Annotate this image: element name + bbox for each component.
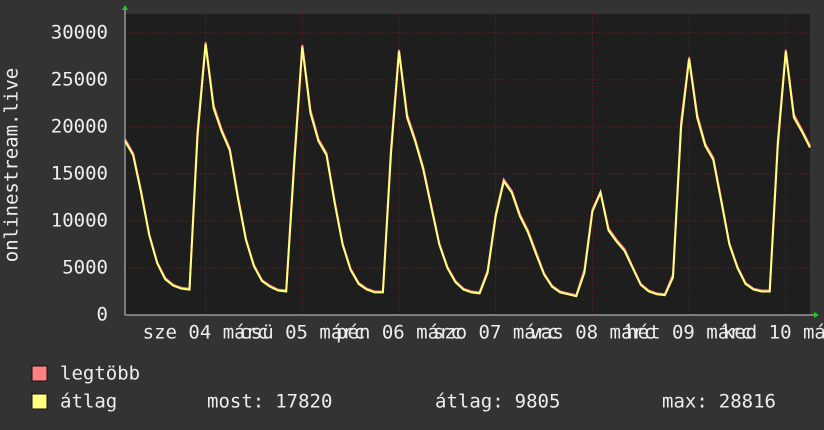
y-tick-label: 30000 bbox=[51, 21, 108, 43]
x-tick-label: vas 08 márc bbox=[529, 322, 655, 344]
x-tick-label: csü 05 márc bbox=[239, 322, 365, 344]
legend-label: átlag bbox=[60, 391, 117, 413]
legend-swatch bbox=[31, 393, 48, 410]
stat-value: 9805 bbox=[515, 391, 561, 413]
x-tick-label: sze 04 márc bbox=[143, 322, 269, 344]
x-tick-label: hét 09 márc bbox=[626, 322, 752, 344]
x-tick-label: ked 10 márc bbox=[723, 322, 824, 344]
stat-value: 17820 bbox=[275, 391, 332, 413]
stat-label: max: bbox=[662, 391, 708, 413]
series-line bbox=[124, 43, 811, 298]
legend-label: legtöbb bbox=[60, 363, 140, 385]
y-axis-label: onlinestream.live bbox=[1, 68, 23, 262]
axis-arrow bbox=[814, 312, 819, 318]
y-tick-label: 0 bbox=[97, 304, 108, 326]
stat-label: átlag: bbox=[435, 391, 504, 413]
y-tick-label: 5000 bbox=[62, 256, 108, 278]
y-tick-label: 15000 bbox=[51, 162, 108, 184]
stat-value: 28816 bbox=[719, 391, 776, 413]
x-tick-label: pén 06 márc bbox=[336, 322, 462, 344]
stat-label: most: bbox=[207, 391, 264, 413]
x-tick-label: szo 07 márc bbox=[433, 322, 559, 344]
legend-swatch bbox=[31, 365, 48, 382]
y-tick-label: 10000 bbox=[51, 209, 108, 231]
y-tick-label: 25000 bbox=[51, 68, 108, 90]
axis-arrow bbox=[122, 5, 128, 10]
y-tick-label: 20000 bbox=[51, 115, 108, 137]
plot-area bbox=[125, 14, 810, 315]
